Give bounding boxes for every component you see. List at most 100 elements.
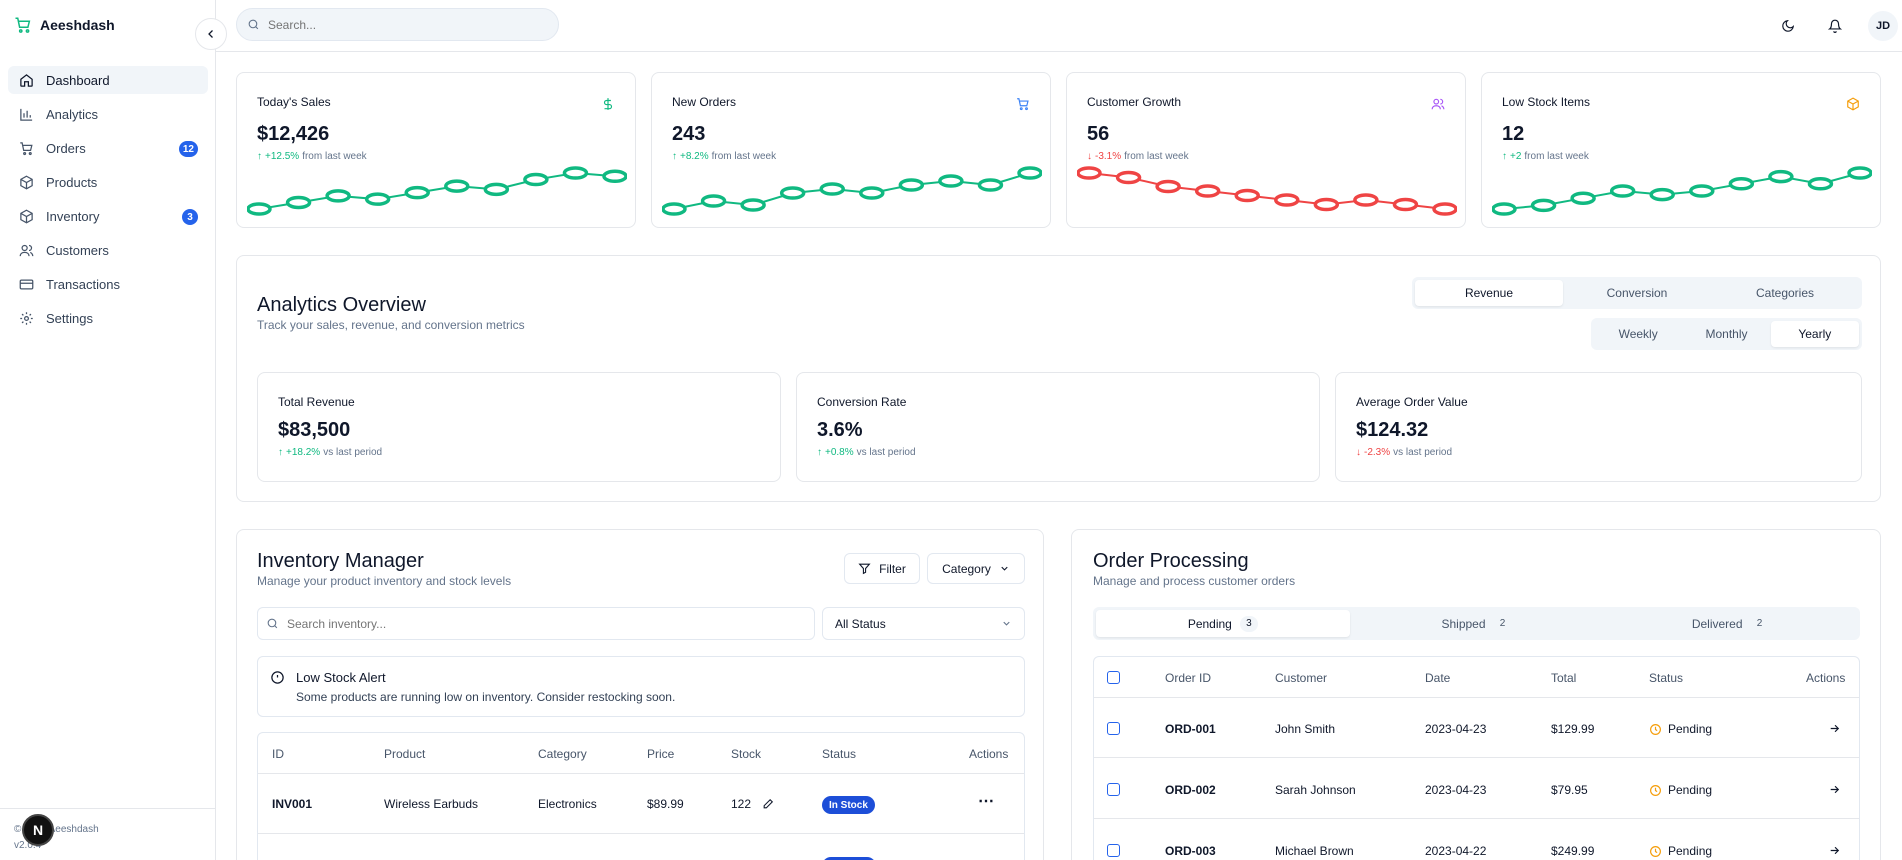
row-checkbox[interactable] (1107, 844, 1120, 857)
arrow-right-icon[interactable] (1828, 783, 1841, 796)
col-actions: Actions (969, 747, 1009, 761)
filter-label: Filter (879, 561, 906, 576)
metric-value: 3.6% (817, 419, 863, 441)
tab-pending[interactable]: Pending 3 (1096, 610, 1350, 637)
bell-icon (1828, 19, 1842, 33)
tab-conversion[interactable]: Conversion (1606, 286, 1668, 300)
category-dropdown[interactable]: Category (927, 553, 1025, 584)
col-status: Status (822, 747, 857, 761)
edit-stock-icon[interactable] (762, 797, 775, 810)
inventory-subtitle: Manage your product inventory and stock … (257, 574, 512, 588)
row-divider (1094, 757, 1859, 758)
sparkline-point (1077, 166, 1102, 180)
sidebar-item-analytics[interactable]: Analytics (8, 100, 208, 128)
arrow-up-icon: ↑ (817, 447, 822, 458)
row-divider (1094, 818, 1859, 819)
row-checkbox[interactable] (1107, 783, 1120, 796)
select-all-checkbox[interactable] (1107, 671, 1120, 684)
avatar[interactable]: JD (1868, 11, 1898, 41)
sparkline-point (285, 195, 312, 210)
arrow-right-icon[interactable] (1828, 844, 1841, 857)
col-stock: Stock (731, 747, 762, 761)
stat-change-suffix: from last week (711, 151, 777, 162)
search-input[interactable] (268, 17, 548, 32)
more-actions-icon[interactable]: ⋯ (978, 793, 995, 810)
sidebar-item-settings[interactable]: Settings (8, 304, 208, 332)
stat-title: Low Stock Items (1502, 95, 1591, 109)
col-id: ID (272, 747, 284, 761)
sparkline-point (364, 192, 391, 206)
inventory-search-input[interactable] (287, 616, 667, 631)
row-divider (258, 833, 1024, 834)
stat-card-orders: New Orders 243 ↑ +8.2% from last week (651, 72, 1051, 228)
sparkline-point (1313, 197, 1340, 212)
stat-value: 243 (672, 123, 706, 145)
search-icon (248, 19, 259, 30)
arrow-right-icon[interactable] (1828, 722, 1841, 735)
orders-subtitle: Manage and process customer orders (1093, 574, 1296, 588)
tab-shipped[interactable]: Shipped 2 (1350, 610, 1604, 637)
next-dev-badge[interactable]: N (22, 814, 54, 846)
stat-change: ↑ +8.2% from last week (672, 151, 776, 162)
sidebar-item-label: Transactions (46, 276, 120, 292)
category-label: Category (942, 561, 991, 576)
version-text: v2.0.4 (14, 840, 42, 851)
cart-icon (15, 17, 31, 33)
stat-change-suffix: from last week (1524, 151, 1589, 162)
stat-change-suffix: from last week (302, 151, 367, 162)
global-search[interactable] (236, 8, 559, 41)
period-yearly[interactable]: Yearly (1770, 321, 1859, 347)
sidebar-footer (0, 808, 216, 860)
stat-title: New Orders (672, 95, 737, 109)
tab-revenue[interactable]: Revenue (1415, 280, 1563, 306)
cell-order-id: ORD-001 (1165, 722, 1216, 736)
metric-change-suffix: vs last period (856, 447, 916, 458)
stat-change-value: +8.2% (680, 151, 709, 162)
sidebar-collapse-button[interactable] (195, 18, 227, 50)
sparkline-path (1088, 172, 1446, 210)
sparkline-point (1847, 166, 1872, 180)
sidebar: Aeeshdash Dashboard Analytics Orders 12 … (0, 0, 216, 860)
sparkline-point (700, 194, 727, 208)
sidebar-item-dashboard[interactable]: Dashboard (8, 66, 208, 94)
period-weekly[interactable]: Weekly (1618, 327, 1658, 341)
sparkline-point (1274, 193, 1300, 207)
status-text: Pending (1668, 844, 1713, 858)
sidebar-item-customers[interactable]: Customers (8, 236, 208, 264)
theme-toggle-button[interactable] (1776, 14, 1800, 38)
notifications-button[interactable] (1823, 14, 1847, 38)
status-select[interactable]: All Status (822, 607, 1025, 640)
sparkline-point (779, 186, 806, 200)
row-checkbox[interactable] (1107, 722, 1120, 735)
status-cell: Pending (1649, 844, 1712, 858)
sparkline (1492, 166, 1872, 216)
clock-icon (1650, 723, 1661, 735)
filter-button[interactable]: Filter (844, 553, 920, 584)
cell-total: $79.95 (1551, 783, 1588, 797)
cell-customer: Sarah Johnson (1275, 783, 1356, 797)
sparkline-point (819, 182, 845, 196)
credit-card-icon (18, 276, 34, 292)
stat-change-suffix: from last week (1124, 151, 1189, 162)
tab-delivered[interactable]: Delivered 2 (1603, 610, 1857, 637)
dollar-icon (603, 98, 613, 110)
sidebar-item-products[interactable]: Products (8, 168, 208, 196)
cell-product: Wireless Earbuds (384, 797, 479, 811)
col-total: Total (1551, 671, 1577, 685)
inventory-search[interactable] (257, 607, 815, 640)
brand[interactable]: Aeeshdash (14, 14, 115, 36)
period-monthly[interactable]: Monthly (1705, 327, 1748, 341)
sparkline-point (1807, 177, 1834, 191)
metric-card-total-revenue: Total Revenue $83,500 ↑ +18.2% vs last per… (257, 372, 781, 482)
stat-title: Today's Sales (257, 95, 331, 109)
metric-change: ↓ -2.3% vs last period (1356, 447, 1452, 458)
cell-order-id: ORD-002 (1165, 783, 1216, 797)
sidebar-item-transactions[interactable]: Transactions (8, 270, 208, 298)
copyright-text: © 2025 Aeeshdash (14, 824, 99, 835)
sidebar-item-orders[interactable]: Orders 12 (8, 134, 208, 162)
tab-categories[interactable]: Categories (1755, 286, 1815, 300)
sidebar-item-inventory[interactable]: Inventory 3 (8, 202, 208, 230)
sparkline-point (898, 178, 925, 192)
sparkline-point (1155, 179, 1181, 194)
